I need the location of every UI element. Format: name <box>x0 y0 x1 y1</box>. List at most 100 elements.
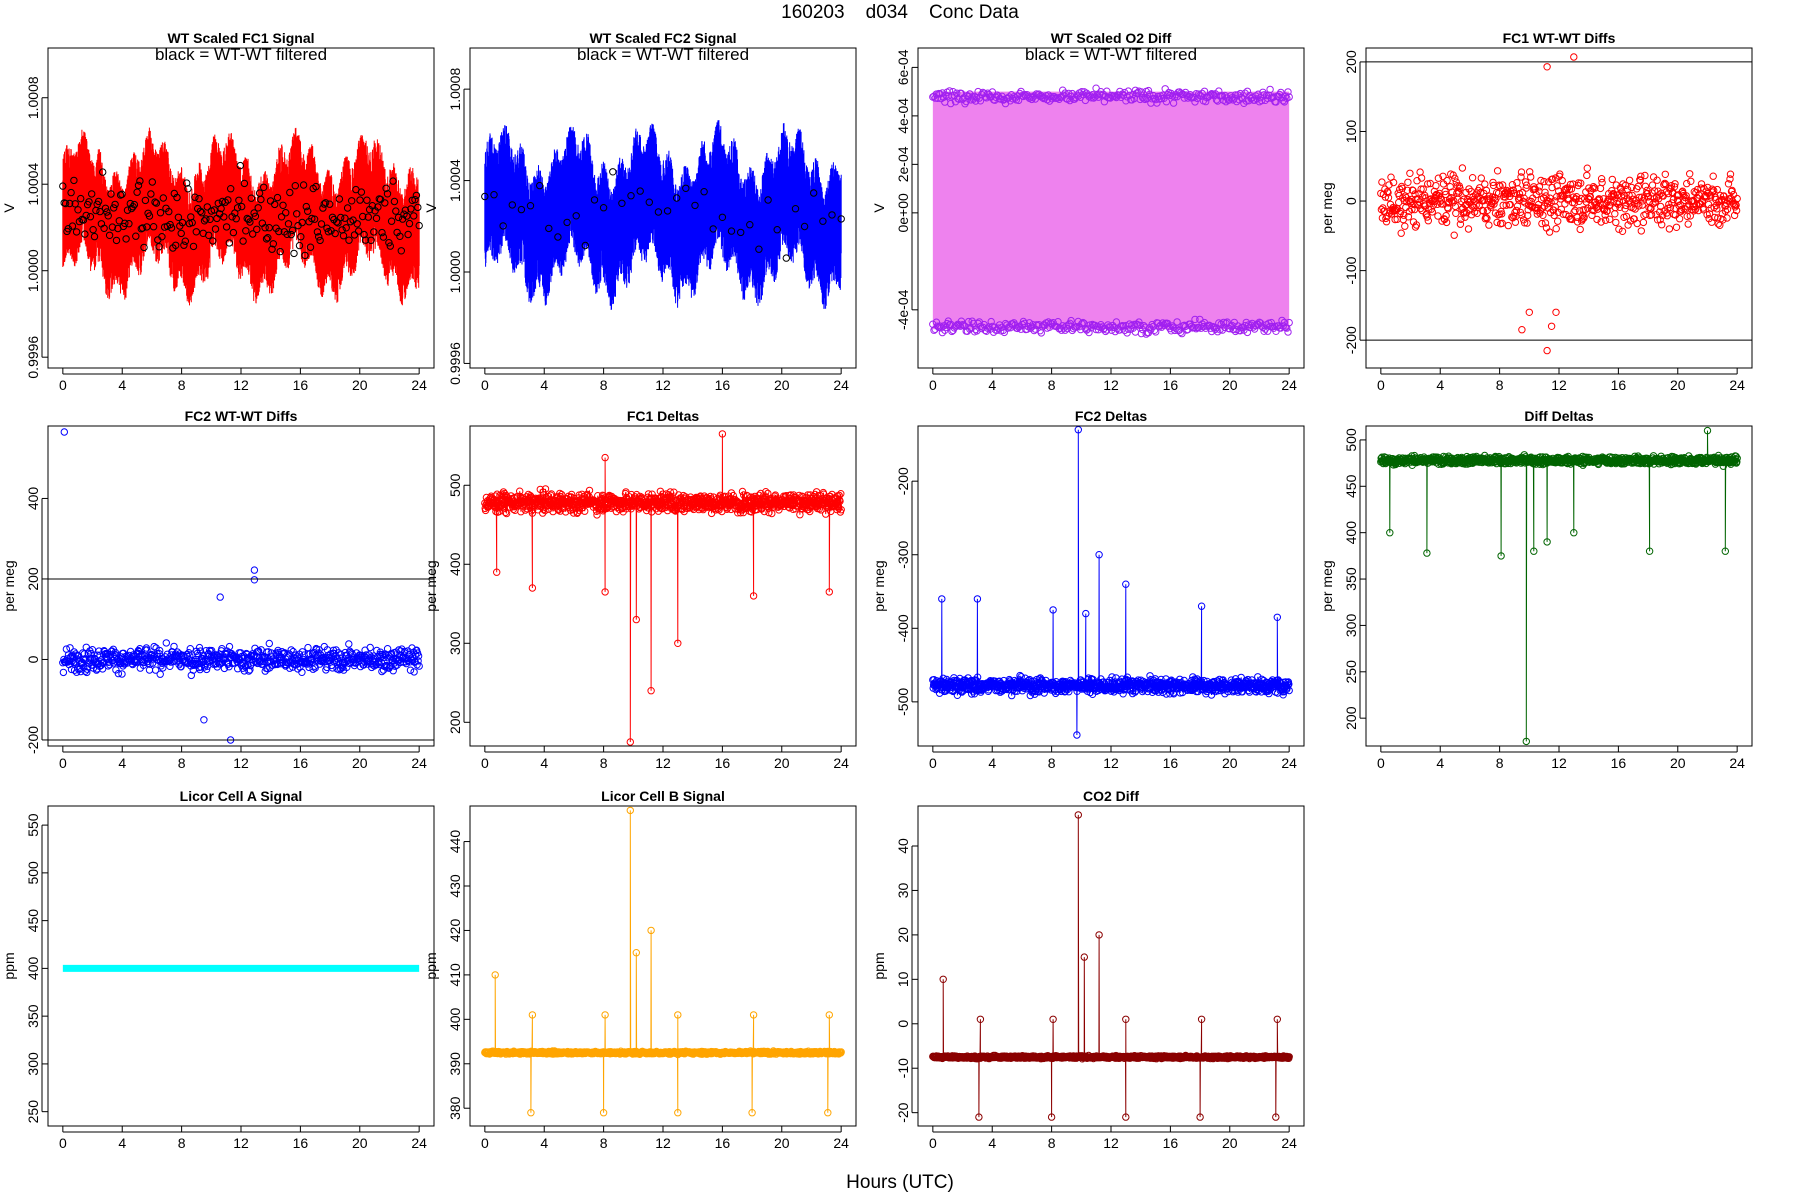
data-point <box>1710 186 1718 195</box>
data-point <box>740 491 748 499</box>
x-tick-label: 4 <box>118 755 126 771</box>
data-point <box>406 666 415 674</box>
x-tick-label: 20 <box>774 755 790 771</box>
data-point <box>1637 172 1645 181</box>
data-point <box>87 649 95 658</box>
data-point <box>1274 322 1283 330</box>
y-tick-label: 1.0008 <box>447 68 463 111</box>
data-point <box>72 228 81 236</box>
data-point <box>112 666 120 674</box>
data-point <box>287 646 295 654</box>
data-point <box>390 197 399 206</box>
page-title: 160203 d034 Conc Data <box>781 2 1019 23</box>
data-point <box>1655 191 1663 199</box>
data-point <box>1701 191 1710 200</box>
data-point <box>240 179 249 188</box>
series-diffs <box>59 428 423 744</box>
data-point <box>1386 529 1394 537</box>
data-point <box>1389 178 1398 187</box>
data-point <box>383 645 392 653</box>
x-tick-label: 4 <box>540 377 548 393</box>
data-point <box>198 209 206 217</box>
x-tick-label: 4 <box>118 377 126 393</box>
data-point <box>1434 212 1442 220</box>
data-point <box>61 199 70 208</box>
data-point <box>490 191 498 199</box>
data-point <box>1384 194 1393 202</box>
data-point <box>1233 97 1241 106</box>
data-point <box>105 231 114 240</box>
data-point <box>1552 225 1560 233</box>
data-point <box>367 236 375 245</box>
data-point <box>1508 181 1517 189</box>
data-point <box>1570 199 1579 207</box>
data-point <box>315 649 323 657</box>
data-point <box>316 236 324 245</box>
data-point <box>762 488 770 496</box>
data-point <box>378 228 386 237</box>
data-point <box>291 182 299 190</box>
data-point <box>1522 181 1531 189</box>
data-point <box>211 225 220 233</box>
data-point <box>1713 185 1722 194</box>
data-point <box>1165 323 1173 331</box>
data-point <box>382 184 390 193</box>
data-point <box>149 223 158 231</box>
data-point <box>1014 96 1023 105</box>
data-point <box>315 233 323 241</box>
data-point <box>94 197 103 206</box>
x-tick-label: 8 <box>600 377 608 393</box>
data-point <box>1285 686 1293 695</box>
x-tick-label: 4 <box>540 755 548 771</box>
data-point <box>172 241 180 250</box>
data-point <box>1122 580 1130 588</box>
data-point <box>104 662 112 670</box>
data-point <box>99 168 107 176</box>
data-point <box>618 199 626 208</box>
data-point <box>1686 170 1694 178</box>
series-diff-deltas <box>1377 426 1741 746</box>
data-point <box>1285 318 1293 327</box>
data-point <box>1597 175 1606 183</box>
data-point <box>100 224 108 233</box>
panel-subtitle: black = WT-WT filtered <box>1025 45 1197 64</box>
data-point <box>601 453 609 462</box>
data-point <box>385 239 393 247</box>
data-point <box>1404 178 1412 187</box>
data-point <box>1498 210 1506 218</box>
data-point <box>370 228 378 236</box>
data-point <box>387 217 396 225</box>
x-tick-label: 20 <box>352 377 368 393</box>
data-point <box>277 213 286 221</box>
data-point <box>1684 220 1692 228</box>
data-point <box>122 235 130 243</box>
data-point <box>216 593 224 601</box>
data-point <box>1409 186 1417 195</box>
data-point <box>195 195 203 203</box>
y-tick-label: 1.0004 <box>447 159 463 202</box>
x-tick-label: 4 <box>1436 377 1444 393</box>
data-point <box>363 196 371 204</box>
data-point <box>626 738 634 746</box>
y-tick-label: 200 <box>447 710 463 734</box>
panel-title: FC1 WT-WT Diffs <box>1503 30 1616 46</box>
data-point <box>229 228 238 237</box>
data-point <box>184 185 192 193</box>
data-point <box>67 188 75 197</box>
data-point <box>268 245 276 253</box>
data-point <box>74 206 82 214</box>
data-point <box>647 687 655 695</box>
x-tick-label: 12 <box>1103 755 1119 771</box>
data-point <box>123 206 132 214</box>
data-line <box>484 433 842 743</box>
data-point <box>105 658 113 666</box>
data-point <box>83 668 91 677</box>
data-point <box>1441 190 1450 199</box>
data-point <box>1522 184 1530 192</box>
data-point <box>1066 96 1074 105</box>
x-tick-label: 12 <box>1551 377 1567 393</box>
data-point <box>308 214 316 223</box>
data-point <box>1443 176 1451 185</box>
data-point <box>195 643 204 652</box>
data-point <box>415 221 423 230</box>
